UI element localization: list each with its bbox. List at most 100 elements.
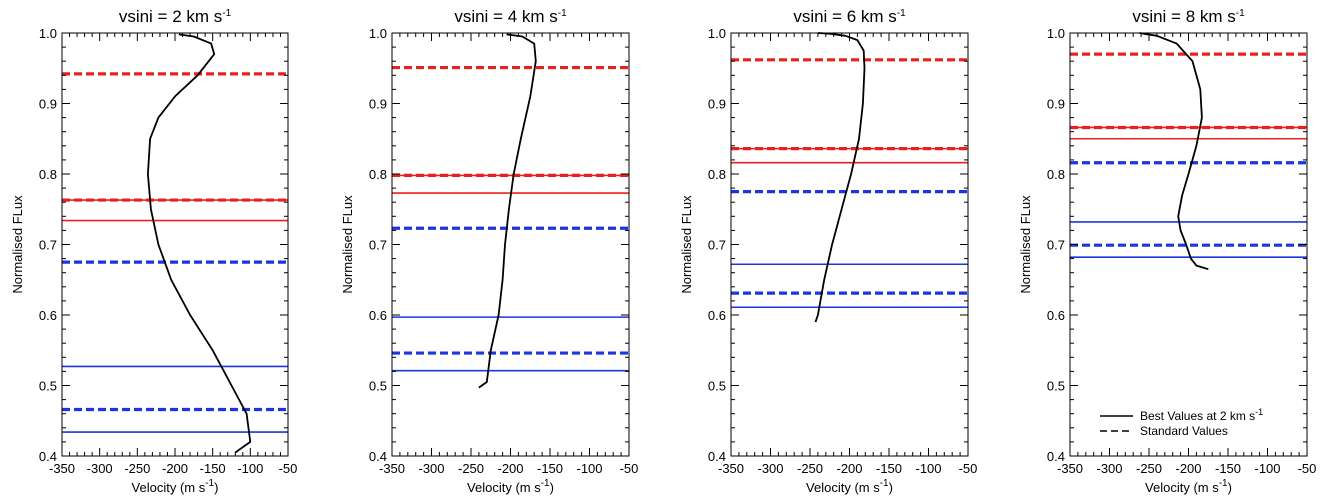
x-tick-label: -50 — [279, 461, 298, 476]
plot-frame — [730, 32, 969, 457]
y-tick-label: 0.7 — [369, 238, 387, 253]
x-axis-label: Velocity (m s-1) — [467, 478, 554, 495]
legend-entry-text: Best Values at 2 km s — [1140, 409, 1255, 423]
y-tick-label: 0.5 — [708, 379, 726, 394]
x-tick-label: -100 — [915, 461, 941, 476]
y-tick-label: 0.8 — [369, 167, 387, 182]
panel-title-sup: -1 — [897, 8, 906, 19]
legend-entry: Best Values at 2 km s-1 — [1140, 407, 1263, 423]
y-tick-label: 0.5 — [39, 379, 57, 394]
x-tick-label: -300 — [418, 461, 444, 476]
x-tick-label: -200 — [497, 461, 523, 476]
plot-frame — [391, 32, 630, 457]
x-tick-label: -250 — [124, 461, 150, 476]
x-axis-label: Velocity (m s-1) — [1145, 478, 1232, 495]
x-tick-label: -150 — [1215, 461, 1241, 476]
x-tick-label: -350 — [49, 461, 75, 476]
y-tick-label: 0.7 — [39, 238, 57, 253]
x-tick-label: -150 — [200, 461, 226, 476]
x-tick-label: -100 — [1254, 461, 1280, 476]
panel-title-sup: -1 — [1236, 8, 1245, 19]
bisector-line — [814, 32, 866, 323]
plot-frame — [1069, 32, 1308, 457]
x-tick-label: -350 — [1057, 461, 1083, 476]
x-tick-label: -150 — [876, 461, 902, 476]
legend-entry-text: Standard Values — [1140, 424, 1228, 438]
y-tick-label: 0.6 — [39, 308, 57, 323]
y-tick-label: 0.8 — [708, 167, 726, 182]
panel-4: -350 -300 -250 -200 -150 -100 -50 0.4 0.5 0.6 0.7 0… — [1018, 7, 1316, 495]
x-tick-label: -150 — [537, 461, 563, 476]
x-tick-label: -100 — [237, 461, 263, 476]
legend-entry: Standard Values — [1140, 424, 1228, 438]
y-tick-label: 1.0 — [1047, 26, 1065, 41]
x-tick-label: -250 — [1136, 461, 1162, 476]
x-axis-label-sup: -1 — [541, 478, 550, 489]
x-axis-label-text: Velocity (m s — [806, 480, 880, 495]
y-tick-label: 1.0 — [369, 26, 387, 41]
panel-title: vsini = 8 km s-1 — [1132, 7, 1245, 26]
x-tick-label: -300 — [757, 461, 783, 476]
x-axis-label: Velocity (m s-1) — [806, 478, 893, 495]
y-tick-label: 0.7 — [1047, 238, 1065, 253]
y-axis-label: Normalised FLux — [1018, 195, 1033, 294]
y-tick-label: 1.0 — [39, 26, 57, 41]
x-tick-label: -300 — [1096, 461, 1122, 476]
legend-entry-sup: -1 — [1255, 407, 1263, 417]
y-tick-label: 0.6 — [1047, 308, 1065, 323]
panel-title-sup: -1 — [558, 8, 567, 19]
y-tick-label: 0.4 — [708, 449, 726, 464]
y-tick-label: 0.6 — [708, 308, 726, 323]
y-axis-label: Normalised FLux — [10, 195, 25, 294]
panel-title: vsini = 2 km s-1 — [119, 7, 232, 26]
y-tick-label: 0.4 — [39, 449, 57, 464]
y-tick-label: 0.9 — [1047, 97, 1065, 112]
x-tick-label: -250 — [458, 461, 484, 476]
y-axis-label: Normalised FLux — [340, 195, 355, 294]
x-tick-label: -50 — [1298, 461, 1317, 476]
x-axis-label-end: ) — [214, 480, 218, 495]
x-axis-label-end: ) — [1228, 480, 1232, 495]
x-axis-label-text: Velocity (m s — [132, 480, 206, 495]
y-tick-label: 0.5 — [1047, 379, 1065, 394]
x-axis-label: Velocity (m s-1) — [132, 478, 219, 495]
y-tick-label: 0.8 — [39, 167, 57, 182]
y-axis-label: Normalised FLux — [679, 195, 694, 294]
y-tick-label: 0.9 — [39, 97, 57, 112]
y-tick-label: 0.7 — [708, 238, 726, 253]
y-tick-label: 0.6 — [369, 308, 387, 323]
x-tick-label: -250 — [797, 461, 823, 476]
bisector-line — [146, 33, 252, 454]
y-tick-label: 0.9 — [708, 97, 726, 112]
y-tick-label: 0.8 — [1047, 167, 1065, 182]
y-tick-label: 0.5 — [369, 379, 387, 394]
x-axis-label-sup: -1 — [1219, 478, 1228, 489]
x-tick-label: -350 — [718, 461, 744, 476]
panel-1: -350 -300 -250 -200 -150 -100 -50 0.4 0.5 0.6 0.7 0… — [10, 7, 297, 495]
x-tick-label: -50 — [959, 461, 978, 476]
panel-title-text: vsini = 6 km s — [793, 7, 896, 26]
x-axis-label-text: Velocity (m s — [467, 480, 541, 495]
x-axis-label-end: ) — [889, 480, 893, 495]
panel-title: vsini = 4 km s-1 — [454, 7, 567, 26]
y-tick-label: 0.4 — [369, 449, 387, 464]
x-tick-label: -200 — [162, 461, 188, 476]
x-tick-label: -350 — [379, 461, 405, 476]
x-axis-label-sup: -1 — [880, 478, 889, 489]
bisector-line — [1139, 32, 1209, 271]
panel-title: vsini = 6 km s-1 — [793, 7, 906, 26]
x-tick-label: -100 — [576, 461, 602, 476]
panel-3: -350 -300 -250 -200 -150 -100 -50 0.4 0.5 0.6 0.7 0… — [679, 7, 977, 495]
x-tick-label: -50 — [620, 461, 639, 476]
y-tick-label: 0.4 — [1047, 449, 1065, 464]
y-tick-label: 0.9 — [369, 97, 387, 112]
x-axis-label-sup: -1 — [205, 478, 214, 489]
panel-title-sup: -1 — [222, 8, 231, 19]
x-axis-label-text: Velocity (m s — [1145, 480, 1219, 495]
y-tick-label: 1.0 — [708, 26, 726, 41]
x-tick-label: -200 — [1175, 461, 1201, 476]
panel-title-text: vsini = 8 km s — [1132, 7, 1235, 26]
bisector-line — [478, 33, 537, 389]
panel-title-text: vsini = 2 km s — [119, 7, 222, 26]
